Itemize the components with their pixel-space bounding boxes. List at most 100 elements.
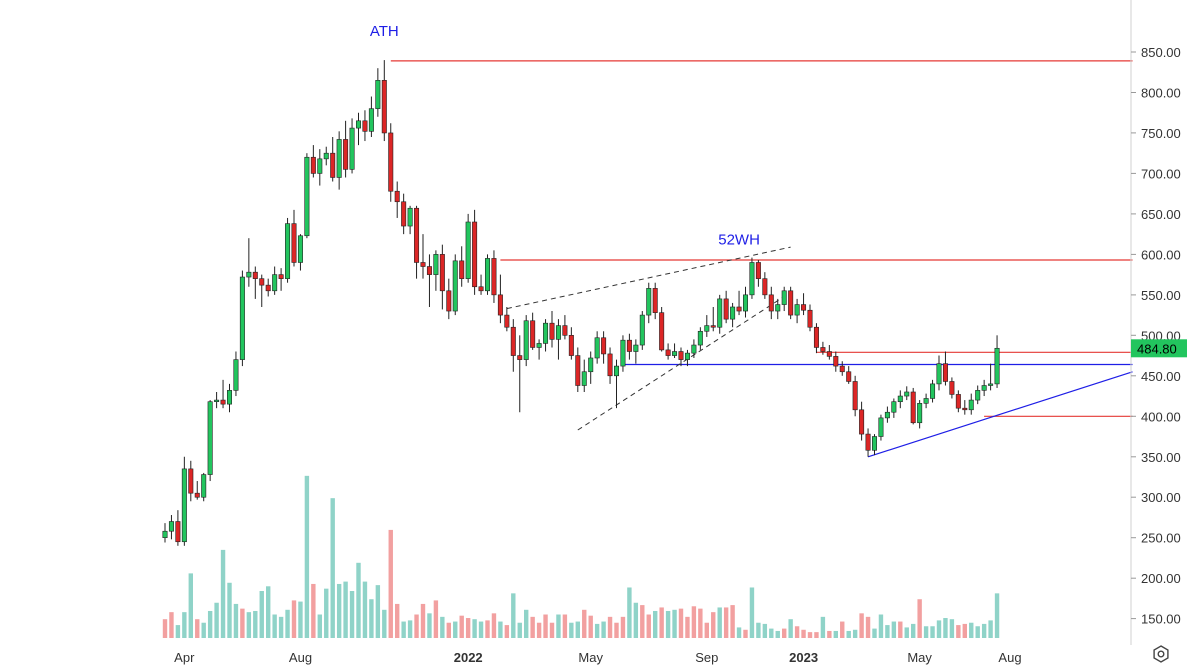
candle	[665, 343, 671, 360]
volume-bar	[943, 618, 948, 638]
candle	[343, 120, 349, 178]
candle	[336, 131, 342, 190]
volume-bar	[278, 616, 284, 638]
y-tick-label: 400.00	[1141, 409, 1181, 424]
channel-line	[577, 291, 791, 431]
candle	[852, 375, 858, 417]
candle	[981, 379, 987, 397]
volume-bar	[530, 616, 535, 638]
candle-body	[285, 223, 291, 279]
candle-body	[878, 417, 884, 437]
volume-bar	[956, 625, 961, 639]
candle	[775, 298, 781, 320]
volume-bar	[981, 623, 987, 638]
volume-bar	[375, 585, 381, 639]
volume-bar	[549, 622, 555, 639]
support-line	[867, 371, 1133, 458]
volume-bar	[259, 591, 264, 638]
candle-body	[762, 278, 768, 296]
candle	[820, 341, 826, 355]
candle	[949, 377, 955, 399]
volume-bar	[840, 621, 845, 638]
candle	[459, 246, 465, 287]
candle	[478, 274, 484, 295]
candle-body	[897, 395, 903, 403]
candle	[684, 349, 690, 367]
volume-bar	[395, 603, 400, 638]
candle-body	[510, 326, 516, 356]
y-tick-label: 850.00	[1141, 45, 1181, 60]
volume-bar	[607, 616, 613, 638]
candle	[620, 335, 626, 372]
volume-bar	[227, 582, 232, 638]
candle	[536, 339, 542, 360]
y-tick-label: 150.00	[1141, 612, 1181, 627]
candle-body	[871, 436, 877, 451]
candle	[246, 238, 252, 287]
candle-body	[272, 274, 278, 292]
gear-icon[interactable]	[1152, 645, 1170, 663]
candle-body	[446, 290, 452, 312]
candle	[871, 434, 877, 456]
channel-line	[506, 246, 791, 310]
volume-bar	[195, 619, 200, 638]
candle-body	[730, 306, 736, 320]
candle-body	[968, 399, 974, 411]
candle	[220, 379, 226, 409]
volume-bar	[536, 622, 542, 639]
candle-body	[846, 371, 852, 382]
candle-body	[407, 207, 413, 227]
candle	[788, 286, 794, 320]
y-tick-label: 800.00	[1141, 86, 1181, 101]
candle-body	[936, 363, 942, 385]
candle	[375, 68, 381, 117]
volume-bar	[459, 615, 464, 638]
volume-bar	[246, 612, 252, 638]
volume-bar	[691, 606, 697, 638]
candle-body	[368, 108, 374, 132]
candle-body	[388, 132, 394, 192]
candle-body	[820, 347, 826, 352]
candle-body	[555, 325, 561, 340]
candle-body	[362, 120, 368, 132]
candle	[988, 363, 994, 391]
candle	[323, 146, 329, 166]
candle	[162, 523, 168, 543]
volume-bar	[182, 612, 187, 638]
candle-body	[343, 139, 349, 170]
candle-body	[162, 530, 168, 538]
candle-body	[891, 401, 897, 413]
volume-bar	[401, 621, 406, 638]
volume-bar	[743, 629, 748, 638]
volume-bar	[298, 601, 303, 639]
candle-body	[904, 391, 910, 397]
candle	[891, 398, 897, 418]
candle-body	[801, 304, 807, 311]
volume-bar	[814, 632, 819, 639]
candle	[807, 304, 813, 332]
candle	[581, 359, 587, 392]
candle	[613, 359, 619, 409]
x-tick-label: 2023	[789, 650, 818, 665]
annotation-label: 52WH	[718, 232, 760, 249]
volume-bar	[543, 614, 548, 638]
price-candles	[162, 60, 1000, 546]
volume-bar	[859, 613, 864, 639]
candle-body	[214, 399, 220, 402]
candle-body	[607, 353, 613, 377]
candle	[194, 481, 200, 500]
candle	[233, 351, 239, 397]
volume-bar	[704, 622, 709, 639]
candle-body	[981, 385, 987, 391]
candle-body	[833, 356, 839, 367]
candle	[652, 282, 658, 320]
volume-bar	[491, 613, 497, 639]
candle	[884, 406, 890, 423]
volume-bar	[220, 549, 226, 639]
candle-body	[659, 312, 665, 351]
candle-body	[626, 339, 632, 352]
volume-bar	[433, 600, 439, 638]
candle	[259, 274, 265, 307]
candle-body	[201, 474, 207, 498]
